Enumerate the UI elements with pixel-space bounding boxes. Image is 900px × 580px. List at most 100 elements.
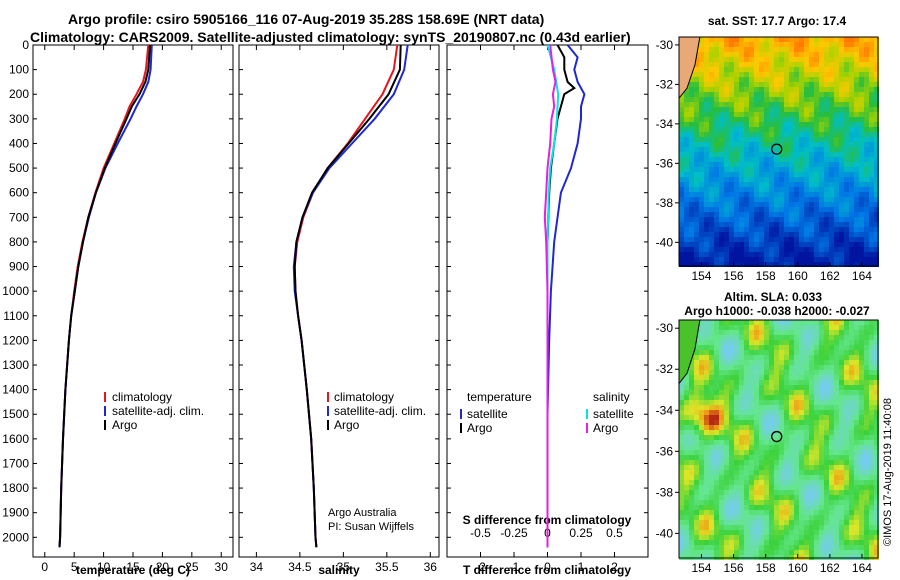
map-cell <box>784 525 789 530</box>
map-cell <box>804 460 809 465</box>
map-cell <box>794 515 799 520</box>
map-cell <box>789 117 794 122</box>
map-cell <box>779 52 784 57</box>
map-cell <box>809 57 814 62</box>
map-cell <box>849 495 854 500</box>
map-cell <box>849 67 854 72</box>
map-cell <box>794 87 799 92</box>
map-cell <box>844 147 849 152</box>
map-cell <box>849 320 854 325</box>
map-cell <box>794 475 799 480</box>
map-cell <box>844 330 849 335</box>
map-cell <box>814 535 819 540</box>
map-cell <box>784 475 789 480</box>
map-cell <box>704 340 709 345</box>
map-cell <box>854 137 859 142</box>
map-cell <box>819 355 824 360</box>
map-cell <box>849 515 854 520</box>
map-cell <box>744 425 749 430</box>
map-cell <box>689 162 694 167</box>
map-cell <box>769 92 774 97</box>
map-cell <box>684 132 689 137</box>
map-cell <box>839 485 844 490</box>
map-cell <box>769 52 774 57</box>
map-cell <box>864 112 869 117</box>
map-cell <box>789 540 794 545</box>
map-cell <box>804 330 809 335</box>
map-cell <box>759 187 764 192</box>
map-cell <box>699 37 704 42</box>
map-cell <box>764 262 769 267</box>
map-cell <box>824 400 829 405</box>
map-cell <box>779 415 784 420</box>
map-cell <box>824 62 829 67</box>
map-cell <box>769 545 774 550</box>
map-cell <box>849 217 854 222</box>
map-cell <box>869 172 874 177</box>
map-cell <box>844 87 849 92</box>
map-cell <box>719 395 724 400</box>
map-cell <box>809 340 814 345</box>
map-cell <box>854 330 859 335</box>
map-cell <box>699 505 704 510</box>
map-cell <box>749 355 754 360</box>
map-cell <box>684 545 689 550</box>
map-cell <box>694 167 699 172</box>
map-cell <box>774 262 779 267</box>
map-cell <box>679 500 684 505</box>
map-cell <box>794 162 799 167</box>
map-cell <box>729 142 734 147</box>
map-cell <box>744 390 749 395</box>
map-cell <box>839 112 844 117</box>
map-cell <box>819 37 824 42</box>
map-cell <box>779 365 784 370</box>
map-cell <box>719 202 724 207</box>
map-cell <box>764 470 769 475</box>
map-cell <box>744 57 749 62</box>
map-cell <box>749 365 754 370</box>
map-cell <box>809 107 814 112</box>
map-cell <box>739 400 744 405</box>
x-tick-label: 158 <box>756 561 776 575</box>
map-cell <box>679 380 684 385</box>
map-cell <box>819 62 824 67</box>
map-cell <box>844 132 849 137</box>
map-cell <box>734 505 739 510</box>
map-cell <box>769 212 774 217</box>
map-cell <box>799 400 804 405</box>
map-cell <box>829 52 834 57</box>
map-cell <box>789 430 794 435</box>
map-cell <box>819 460 824 465</box>
map-cell <box>699 102 704 107</box>
map-cell <box>689 360 694 365</box>
map-cell <box>844 375 849 380</box>
map-cell <box>859 515 864 520</box>
map-cell <box>704 137 709 142</box>
map-cell <box>724 345 729 350</box>
map-cell <box>854 415 859 420</box>
map-cell <box>704 87 709 92</box>
x-tick-label: 10 <box>97 560 111 574</box>
map-cell <box>764 122 769 127</box>
map-cell <box>724 340 729 345</box>
map-cell <box>754 132 759 137</box>
map-cell <box>809 77 814 82</box>
map-cell <box>704 435 709 440</box>
map-cell <box>809 127 814 132</box>
map-cell <box>829 57 834 62</box>
map-cell <box>679 550 684 555</box>
map-cell <box>724 535 729 540</box>
map-cell <box>854 47 859 52</box>
map-cell <box>699 385 704 390</box>
map-cell <box>709 92 714 97</box>
map-cell <box>724 550 729 555</box>
map-cell <box>759 460 764 465</box>
map-cell <box>684 440 689 445</box>
map-cell <box>779 470 784 475</box>
map-cell <box>714 415 719 420</box>
map-cell <box>754 162 759 167</box>
map-cell <box>709 465 714 470</box>
map-cell <box>754 47 759 52</box>
map-cell <box>789 72 794 77</box>
map-cell <box>699 87 704 92</box>
